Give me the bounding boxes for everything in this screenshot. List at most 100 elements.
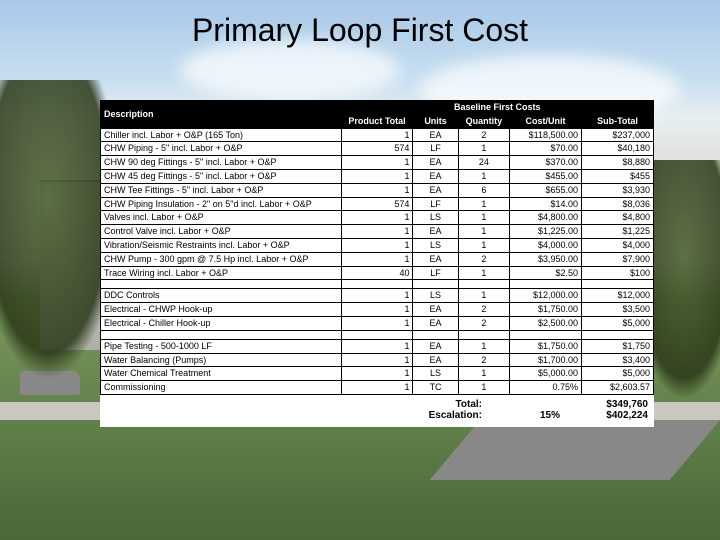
cell-cost-unit: $3,950.00 (510, 252, 582, 266)
cell-units: LS (413, 367, 458, 381)
th-cost-unit: Cost/Unit (510, 114, 582, 128)
cost-table: Description Baseline First Costs Product… (100, 100, 654, 395)
cell-cost-unit: $655.00 (510, 183, 582, 197)
total-value: $349,760 (578, 399, 648, 410)
cell-sub-total: $8,880 (582, 156, 654, 170)
table-body: Chiller incl. Labor + O&P (165 Ton)1EA2$… (101, 128, 654, 394)
table-row: Vibration/Seismic Restraints incl. Labor… (101, 238, 654, 252)
cell-cost-unit: $5,000.00 (510, 367, 582, 381)
background-road (430, 420, 720, 480)
cell-product-total: 1 (341, 353, 413, 367)
cell-quantity: 1 (458, 211, 509, 225)
cell-units: EA (413, 339, 458, 353)
cell-product-total: 1 (341, 289, 413, 303)
table-row: CHW Tee Fittings - 5" incl. Labor + O&P1… (101, 183, 654, 197)
table-row: Electrical - CHWP Hook-up1EA2$1,750.00$3… (101, 303, 654, 317)
cell-product-total: 1 (341, 238, 413, 252)
cell-sub-total: $4,000 (582, 238, 654, 252)
table-row: CHW 90 deg Fittings - 5" incl. Labor + O… (101, 156, 654, 170)
cell-units: EA (413, 183, 458, 197)
cell-quantity: 2 (458, 353, 509, 367)
cell-description: Commissioning (101, 381, 342, 395)
cell-sub-total: $455 (582, 169, 654, 183)
cell-sub-total: $1,750 (582, 339, 654, 353)
cell-description: CHW Piping Insulation - 2" on 5"d incl. … (101, 197, 342, 211)
cell-product-total: 1 (341, 303, 413, 317)
cell-quantity: 1 (458, 289, 509, 303)
table-header: Description Baseline First Costs Product… (101, 101, 654, 129)
cell-product-total: 1 (341, 339, 413, 353)
table-row: DDC Controls1LS1$12,000.00$12,000 (101, 289, 654, 303)
th-product-total: Product Total (341, 114, 413, 128)
cell-cost-unit: $4,800.00 (510, 211, 582, 225)
cell-sub-total: $3,930 (582, 183, 654, 197)
cell-quantity: 24 (458, 156, 509, 170)
table-footer: Total: $349,760 Escalation: 15% $402,224 (100, 395, 654, 427)
cell-units: EA (413, 252, 458, 266)
table-row: Commissioning1TC10.75%$2,603.57 (101, 381, 654, 395)
table-row: CHW Piping Insulation - 2" on 5"d incl. … (101, 197, 654, 211)
cell-description: Pipe Testing - 500-1000 LF (101, 339, 342, 353)
cloud (180, 40, 400, 100)
cell-product-total: 1 (341, 316, 413, 330)
cell-description: CHW 90 deg Fittings - 5" incl. Labor + O… (101, 156, 342, 170)
cell-cost-unit: $2.50 (510, 266, 582, 280)
cell-sub-total: $5,000 (582, 367, 654, 381)
cell-units: EA (413, 156, 458, 170)
cell-cost-unit: $118,500.00 (510, 128, 582, 142)
cell-sub-total: $7,900 (582, 252, 654, 266)
cell-sub-total: $4,800 (582, 211, 654, 225)
cell-units: EA (413, 128, 458, 142)
cell-units: EA (413, 303, 458, 317)
cell-product-total: 1 (341, 169, 413, 183)
cell-description: Electrical - Chiller Hook-up (101, 316, 342, 330)
cell-sub-total: $5,000 (582, 316, 654, 330)
escalation-label: Escalation: (402, 410, 482, 421)
cell-product-total: 1 (341, 183, 413, 197)
cell-sub-total: $2,603.57 (582, 381, 654, 395)
cell-cost-unit: $455.00 (510, 169, 582, 183)
cell-units: LF (413, 197, 458, 211)
cell-quantity: 1 (458, 197, 509, 211)
cell-quantity: 1 (458, 142, 509, 156)
cell-sub-total: $40,180 (582, 142, 654, 156)
cell-quantity: 1 (458, 238, 509, 252)
cell-units: TC (413, 381, 458, 395)
cell-description: Valves incl. Labor + O&P (101, 211, 342, 225)
cell-units: LS (413, 289, 458, 303)
cell-description: Chiller incl. Labor + O&P (165 Ton) (101, 128, 342, 142)
th-sub-total: Sub-Total (582, 114, 654, 128)
table-row: Chiller incl. Labor + O&P (165 Ton)1EA2$… (101, 128, 654, 142)
total-label: Total: (402, 399, 482, 410)
table-row: Water Chemical Treatment1LS1$5,000.00$5,… (101, 367, 654, 381)
table-row: Water Balancing (Pumps)1EA2$1,700.00$3,4… (101, 353, 654, 367)
cell-cost-unit: $1,750.00 (510, 303, 582, 317)
cell-sub-total: $8,036 (582, 197, 654, 211)
cell-description: Water Balancing (Pumps) (101, 353, 342, 367)
cell-cost-unit: $12,000.00 (510, 289, 582, 303)
cell-cost-unit: $70.00 (510, 142, 582, 156)
cell-product-total: 574 (341, 197, 413, 211)
cell-quantity: 6 (458, 183, 509, 197)
table-row: CHW Piping - 5" incl. Labor + O&P574LF1$… (101, 142, 654, 156)
table-row: Trace Wiring incl. Labor + O&P40LF1$2.50… (101, 266, 654, 280)
cell-sub-total: $3,500 (582, 303, 654, 317)
cell-units: LF (413, 266, 458, 280)
cell-quantity: 1 (458, 266, 509, 280)
cell-units: EA (413, 169, 458, 183)
table-row: Pipe Testing - 500-1000 LF1EA1$1,750.00$… (101, 339, 654, 353)
escalation-pct-spacer (500, 399, 560, 410)
cell-quantity: 1 (458, 367, 509, 381)
cell-product-total: 574 (341, 142, 413, 156)
cell-product-total: 1 (341, 252, 413, 266)
slide-title: Primary Loop First Cost (0, 12, 720, 49)
cell-sub-total: $237,000 (582, 128, 654, 142)
escalation-pct: 15% (500, 410, 560, 421)
cell-product-total: 1 (341, 367, 413, 381)
cell-units: LS (413, 238, 458, 252)
table-spacer-row (101, 330, 654, 339)
table-row: CHW Pump - 300 gpm @ 7.5 Hp incl. Labor … (101, 252, 654, 266)
cell-cost-unit: $4,000.00 (510, 238, 582, 252)
table-spacer-row (101, 280, 654, 289)
cell-cost-unit: $1,225.00 (510, 225, 582, 239)
